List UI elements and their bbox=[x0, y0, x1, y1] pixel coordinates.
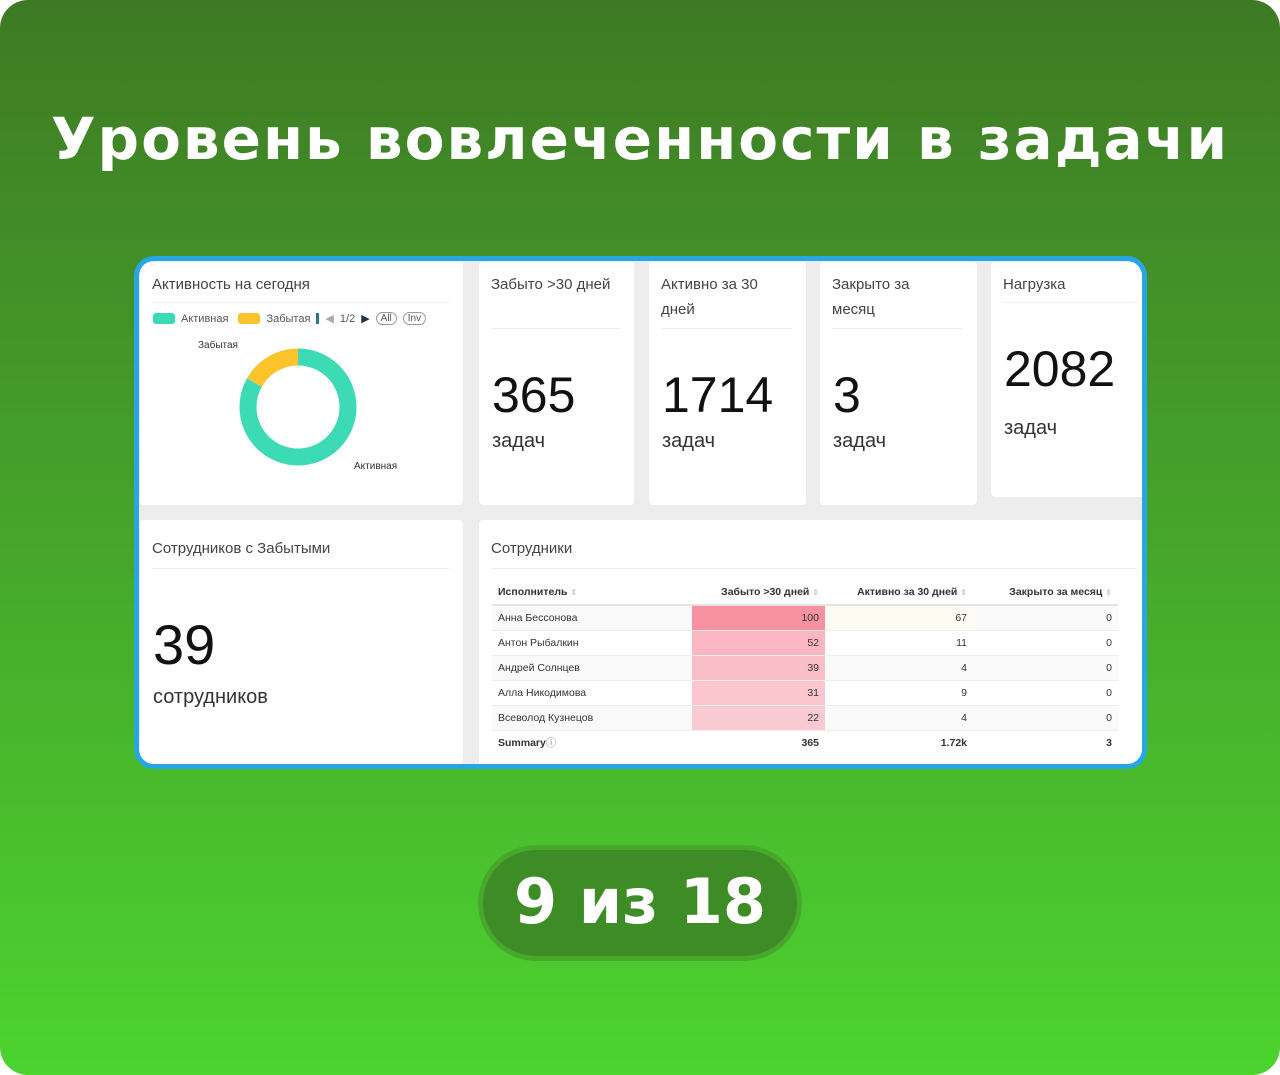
prev-page-icon[interactable]: ◀ bbox=[325, 313, 334, 325]
table-row[interactable]: Антон Рыбалкин 52 11 0 bbox=[492, 630, 1118, 656]
table-cell: 0 bbox=[973, 705, 1118, 731]
table-cell: Андрей Солнцев bbox=[492, 655, 692, 681]
kpi-closed: Закрыто за месяц 3 задач bbox=[820, 262, 977, 505]
table-row[interactable]: Андрей Солнцев 39 4 0 bbox=[492, 655, 1118, 681]
table-cell: 4 bbox=[825, 705, 973, 731]
dashboard-screenshot: Активность на сегодня Активная Забытая ◀… bbox=[134, 256, 1147, 769]
activity-panel: Активность на сегодня Активная Забытая ◀… bbox=[140, 262, 463, 505]
donut-slice-forgotten[interactable] bbox=[239, 348, 357, 466]
table-cell: 52 bbox=[692, 630, 825, 656]
slide-counter: 9 из 18 bbox=[478, 845, 802, 961]
panel-title: Нагрузка bbox=[1003, 276, 1066, 293]
table-cell: Анна Бессонова bbox=[492, 605, 692, 631]
table-cell: 11 bbox=[825, 630, 973, 656]
donut-chart bbox=[239, 348, 357, 466]
panel-title: Закрыто за месяц bbox=[832, 276, 910, 318]
kpi-unit: задач bbox=[492, 430, 546, 452]
table-cell: 4 bbox=[825, 655, 973, 681]
table-row[interactable]: Анна Бессонова 100 67 0 bbox=[492, 605, 1118, 631]
table-cell: Алла Никодимова bbox=[492, 680, 692, 706]
slice-label-active: Активная bbox=[354, 461, 398, 472]
table-cell: 31 bbox=[692, 680, 825, 706]
kpi-value: 2082 bbox=[1004, 341, 1116, 397]
kpi-load: Нагрузка 2082 задач bbox=[991, 262, 1142, 497]
table-cell: Антон Рыбалкин bbox=[492, 630, 692, 656]
column-header[interactable]: Забыто >30 дней ⇕ bbox=[692, 579, 825, 606]
column-header[interactable]: Активно за 30 дней ⇕ bbox=[825, 579, 973, 606]
table-row[interactable]: Алла Никодимова 31 9 0 bbox=[492, 680, 1118, 706]
panel-title: Забыто >30 дней bbox=[491, 276, 611, 293]
next-page-icon[interactable]: ▶ bbox=[361, 313, 370, 325]
summary-row: Summaryⓘ 365 1.72k 3 bbox=[498, 736, 1112, 750]
panel-title: Сотрудники bbox=[491, 540, 573, 557]
kpi-unit: задач bbox=[1004, 417, 1058, 439]
kpi-unit: сотрудников bbox=[153, 686, 268, 708]
employees-table: Исполнитель ⇕ Забыто >30 дней ⇕ Активно … bbox=[492, 579, 1118, 755]
chart-legend: Активная Забытая ◀ 1/2 ▶ All Inv bbox=[153, 312, 427, 325]
legend-swatch-forgotten bbox=[238, 313, 261, 324]
column-header[interactable]: Закрыто за месяц ⇕ bbox=[973, 579, 1118, 606]
kpi-forgotten: Забыто >30 дней 365 задач bbox=[479, 262, 634, 505]
table-cell: 9 bbox=[825, 680, 973, 706]
table-cell: 0 bbox=[973, 630, 1118, 656]
table-cell: Всеволод Кузнецов bbox=[492, 705, 692, 731]
panel-title: Активно за 30 дней bbox=[661, 276, 758, 318]
legend-label[interactable]: Активная bbox=[181, 312, 229, 325]
legend-swatch-active bbox=[153, 313, 175, 324]
kpi-value: 39 bbox=[153, 613, 216, 676]
table-cell: 39 bbox=[692, 655, 825, 681]
table-cell: 67 bbox=[825, 605, 973, 631]
kpi-value: 1714 bbox=[662, 367, 774, 423]
legend-page: 1/2 bbox=[339, 312, 356, 325]
legend-label[interactable]: Забытая bbox=[266, 312, 311, 325]
kpi-value: 3 bbox=[833, 367, 861, 423]
employees-forgotten-panel: Сотрудников с Забытыми 39 сотрудников bbox=[140, 520, 463, 764]
column-header[interactable]: Исполнитель ⇕ bbox=[492, 579, 692, 606]
table-cell: 22 bbox=[692, 705, 825, 731]
panel-title: Активность на сегодня bbox=[152, 276, 310, 293]
table-row[interactable]: Всеволод Кузнецов 22 4 0 bbox=[492, 705, 1118, 731]
employees-panel: Сотрудники Исполнитель ⇕ Забыто >30 дней… bbox=[479, 520, 1142, 764]
panel-title: Сотрудников с Забытыми bbox=[152, 540, 331, 557]
slice-label-forgotten: Забытая bbox=[198, 340, 238, 351]
all-button[interactable]: All bbox=[375, 312, 397, 325]
table-cell: 0 bbox=[973, 655, 1118, 681]
table-cell: 0 bbox=[973, 680, 1118, 706]
table-cell: 0 bbox=[973, 605, 1118, 631]
table-header: Исполнитель ⇕ Забыто >30 дней ⇕ Активно … bbox=[492, 579, 1118, 606]
kpi-value: 365 bbox=[492, 367, 576, 423]
table-cell: 100 bbox=[692, 605, 825, 631]
inv-button[interactable]: Inv bbox=[402, 312, 427, 325]
kpi-unit: задач bbox=[662, 430, 716, 452]
info-icon[interactable]: ⓘ bbox=[545, 737, 557, 750]
page-title: Уровень вовлеченности в задачи bbox=[50, 105, 1230, 173]
kpi-active: Активно за 30 дней 1714 задач bbox=[649, 262, 806, 505]
kpi-unit: задач bbox=[833, 430, 887, 452]
legend-swatch-more bbox=[316, 313, 320, 324]
